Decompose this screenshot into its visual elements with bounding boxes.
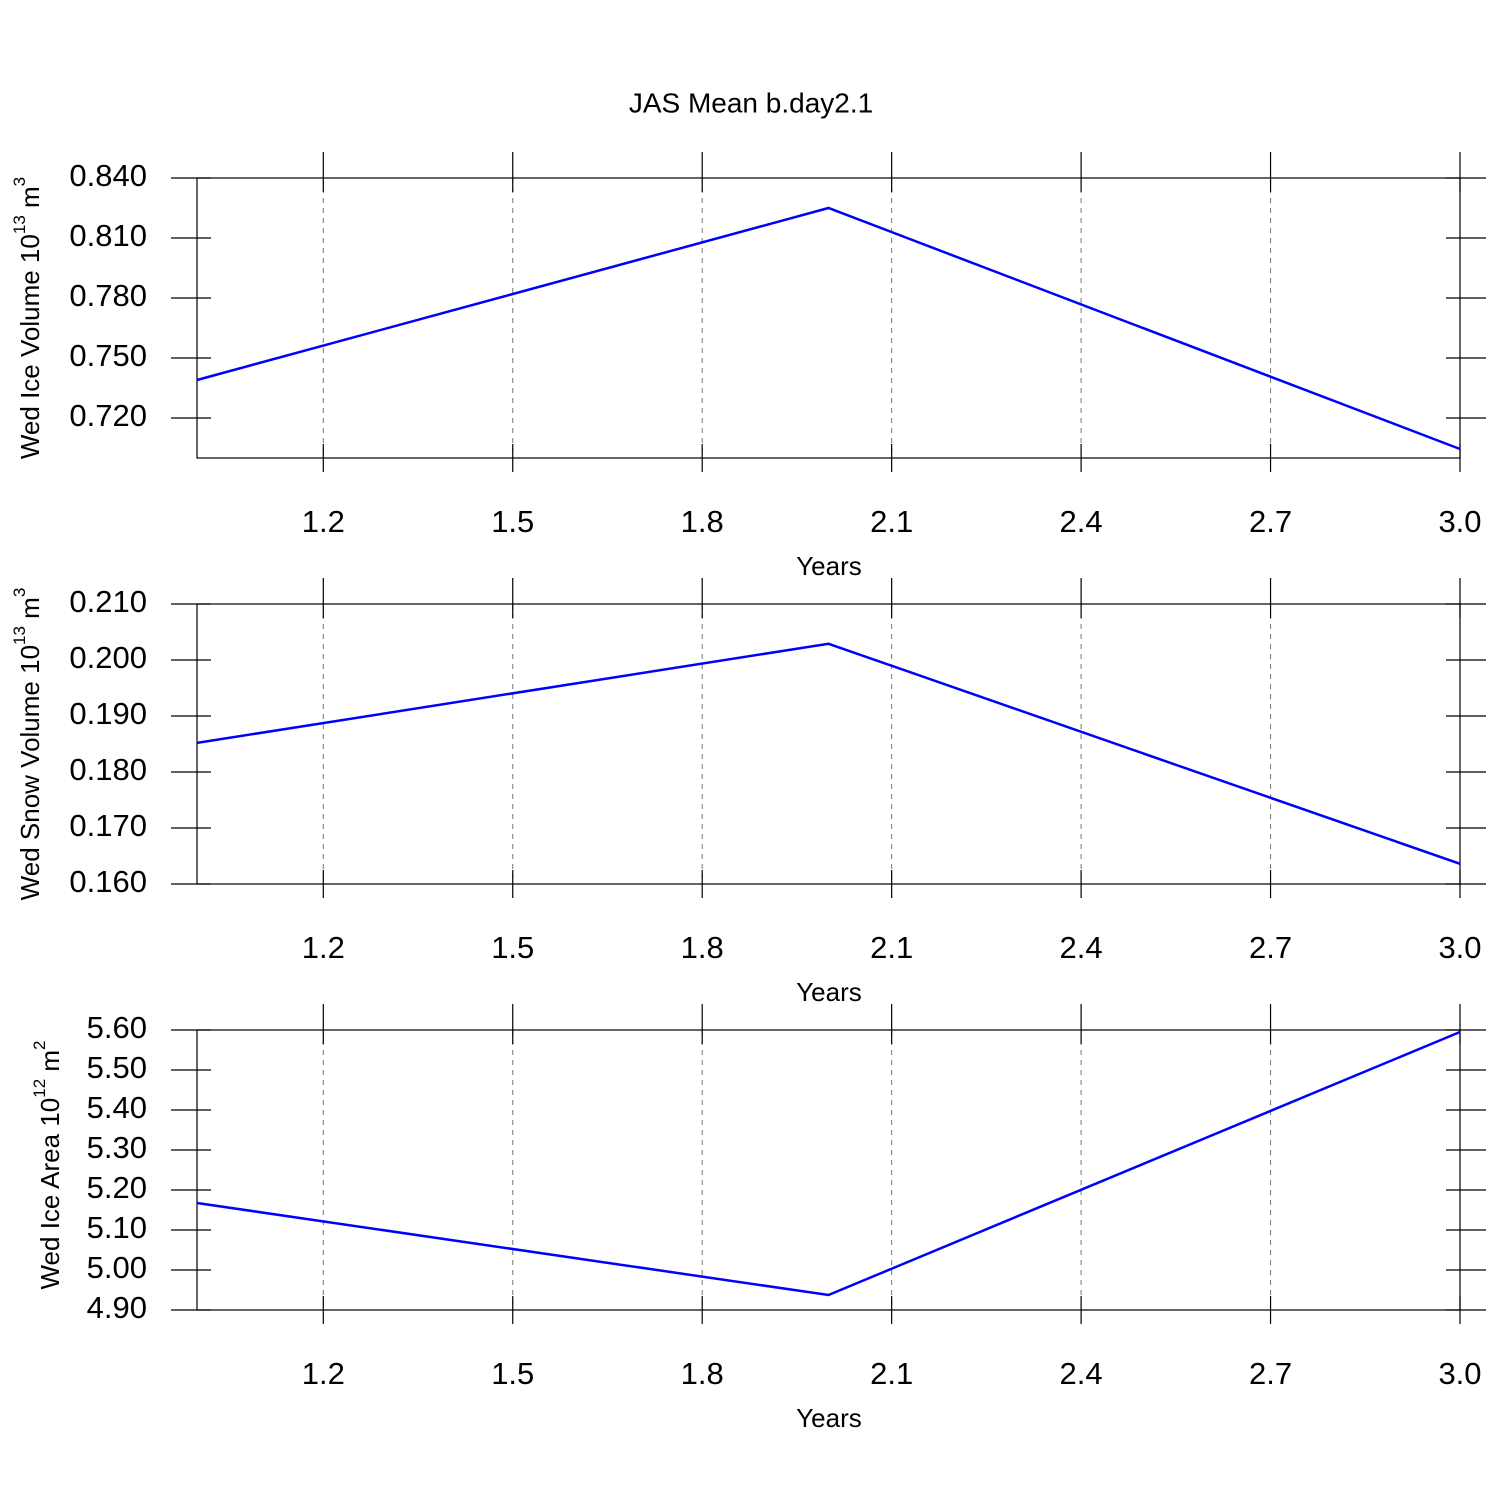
x-axis-label: Years (796, 551, 862, 581)
y-axis-label-part: Wed Snow Volume 10 (15, 645, 45, 900)
x-tick-label: 1.2 (302, 1356, 345, 1391)
y-axis-label-superscript: 2 (30, 1040, 49, 1049)
x-tick-label: 1.8 (681, 504, 724, 539)
x-axis-label: Years (796, 977, 862, 1007)
x-tick-label: 1.5 (491, 930, 534, 965)
y-axis-label-part: Wed Ice Volume 10 (15, 234, 45, 459)
y-tick-label: 5.30 (87, 1130, 147, 1165)
y-tick-label: 0.810 (69, 218, 147, 253)
y-tick-label: 0.780 (69, 278, 147, 313)
y-tick-label: 4.90 (87, 1290, 147, 1325)
y-axis-label-part: Wed Ice Area 10 (35, 1098, 65, 1290)
y-axis-label: Wed Ice Volume 1013 m3 (10, 177, 44, 459)
x-tick-label: 2.4 (1060, 1356, 1103, 1391)
x-tick-label: 2.7 (1249, 504, 1292, 539)
x-tick-label: 2.1 (870, 930, 913, 965)
y-axis-label: Wed Snow Volume 1013 m3 (10, 588, 44, 901)
y-tick-label: 5.20 (87, 1170, 147, 1205)
plot-frame (196, 1029, 1461, 1311)
x-tick-label: 3.0 (1438, 1356, 1481, 1391)
x-tick-label: 1.8 (681, 930, 724, 965)
y-axis-label-superscript: 13 (10, 215, 29, 234)
y-tick-label: 0.190 (69, 696, 147, 731)
y-axis-label-part: m (35, 1050, 65, 1079)
x-tick-label: 1.8 (681, 1356, 724, 1391)
x-tick-label: 2.7 (1249, 930, 1292, 965)
x-tick-label: 1.2 (302, 930, 345, 965)
x-tick-label: 1.2 (302, 504, 345, 539)
y-axis-label-part: m (15, 186, 45, 215)
y-tick-label: 5.50 (87, 1050, 147, 1085)
y-axis-label: Wed Ice Area 1012 m2 (30, 1040, 64, 1289)
x-tick-label: 2.1 (870, 504, 913, 539)
y-axis-label-superscript: 3 (10, 588, 29, 597)
y-tick-label: 0.200 (69, 640, 147, 675)
data-line (196, 1030, 1461, 1297)
x-tick-label: 1.5 (491, 1356, 534, 1391)
y-axis-label-superscript: 13 (10, 626, 29, 645)
y-tick-label: 0.160 (69, 864, 147, 899)
y-axis-label-part: m (15, 597, 45, 626)
y-tick-label: 0.210 (69, 584, 147, 619)
y-axis-label-superscript: 3 (10, 177, 29, 186)
y-tick-label: 5.40 (87, 1090, 147, 1125)
y-tick-label: 5.60 (87, 1010, 147, 1045)
y-axis-label-superscript: 12 (30, 1079, 49, 1098)
y-tick-label: 5.10 (87, 1210, 147, 1245)
plot-frame (196, 177, 1461, 459)
y-tick-label: 0.170 (69, 808, 147, 843)
y-tick-label: 0.750 (69, 338, 147, 373)
x-tick-label: 2.7 (1249, 1356, 1292, 1391)
y-tick-label: 0.180 (69, 752, 147, 787)
x-tick-label: 3.0 (1438, 930, 1481, 965)
x-tick-label: 2.1 (870, 1356, 913, 1391)
chart-title: JAS Mean b.day2.1 (629, 87, 873, 118)
x-tick-label: 3.0 (1438, 504, 1481, 539)
y-tick-label: 0.720 (69, 398, 147, 433)
x-tick-label: 2.4 (1060, 930, 1103, 965)
data-line (196, 642, 1461, 866)
y-tick-label: 5.00 (87, 1250, 147, 1285)
x-tick-label: 2.4 (1060, 504, 1103, 539)
plot-frame (196, 603, 1461, 885)
y-tick-label: 0.840 (69, 158, 147, 193)
data-line (196, 206, 1461, 451)
x-axis-label: Years (796, 1403, 862, 1433)
x-tick-label: 1.5 (491, 504, 534, 539)
